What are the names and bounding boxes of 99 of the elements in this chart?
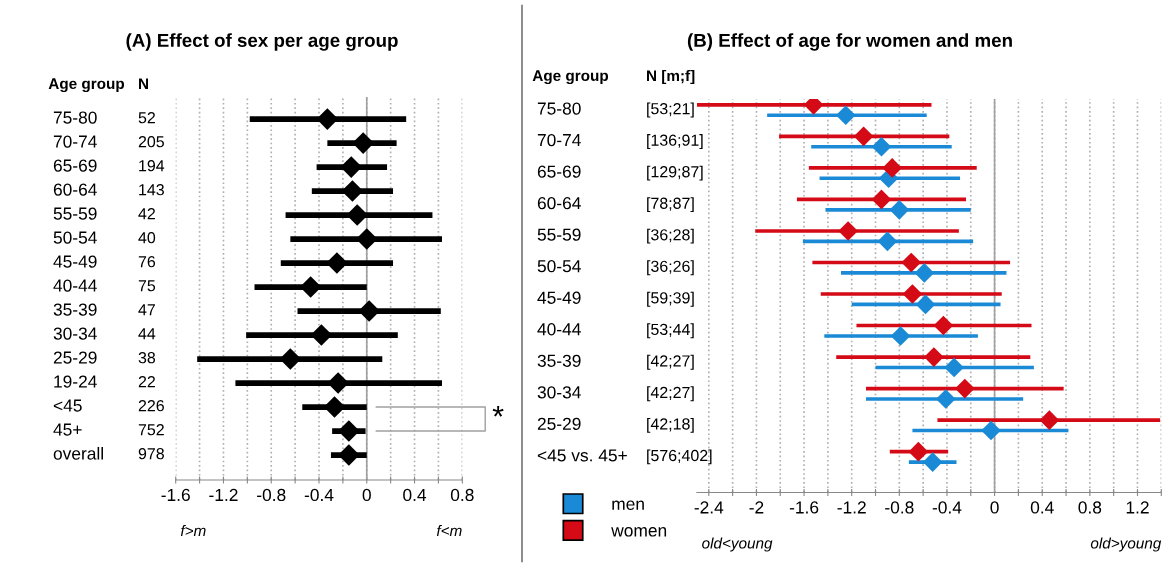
point bbox=[355, 228, 378, 250]
y-tick-label: 45-49 bbox=[53, 255, 97, 268]
y2-tick-label: [129;87] bbox=[647, 165, 703, 181]
y-tick-label: 40-44 bbox=[537, 323, 581, 336]
point bbox=[326, 252, 348, 274]
y-tick-label: 75-80 bbox=[53, 111, 97, 124]
point bbox=[338, 420, 360, 442]
y2-tick-label: 978 bbox=[138, 448, 164, 460]
text: old>young bbox=[1090, 537, 1162, 552]
point bbox=[279, 348, 302, 370]
y2-tick-label: 143 bbox=[139, 184, 164, 196]
x-tick-label: 0.4 bbox=[1030, 501, 1054, 514]
y2-tick-label: [53;21] bbox=[647, 102, 694, 118]
text: f>m bbox=[180, 524, 206, 536]
y2-tick-label: 75 bbox=[138, 280, 156, 292]
point bbox=[316, 108, 339, 130]
point bbox=[352, 132, 374, 154]
point bbox=[358, 300, 380, 322]
point bbox=[341, 180, 364, 202]
y-tick-label: 25-29 bbox=[53, 351, 97, 364]
y-tick-label: 40-44 bbox=[53, 279, 97, 292]
y2-tick-label: 44 bbox=[138, 328, 156, 340]
y-tick-label: 75-80 bbox=[537, 102, 581, 115]
y2-tick-label: 38 bbox=[138, 352, 156, 364]
y-tick-label: 30-34 bbox=[537, 386, 581, 399]
y2-tick-label: [36;28] bbox=[647, 228, 694, 244]
text: * bbox=[492, 405, 504, 417]
text: Age group bbox=[48, 78, 125, 93]
point bbox=[338, 444, 360, 466]
y-tick-label: 60-64 bbox=[53, 183, 97, 196]
y2-tick-label: [78;87] bbox=[647, 197, 694, 213]
y-tick-label: 35-39 bbox=[53, 303, 97, 316]
x-tick-label: 0 bbox=[362, 488, 371, 502]
y2-tick-label: [576;402] bbox=[647, 449, 712, 465]
x-tick-label: -2.4 bbox=[694, 501, 724, 514]
y2-tick-label: 52 bbox=[138, 112, 155, 124]
x-tick-label: 0.8 bbox=[450, 488, 474, 502]
y2-tick-label: 47 bbox=[138, 304, 155, 316]
x-tick-label: -0.4 bbox=[304, 488, 334, 502]
x-tick-label: 0 bbox=[990, 501, 999, 514]
y-tick-label: <45 bbox=[53, 399, 82, 412]
y-tick-label: 35-39 bbox=[537, 354, 581, 367]
text: old<young bbox=[702, 537, 773, 552]
text: f<m bbox=[436, 524, 462, 536]
text: N [m;f] bbox=[647, 69, 695, 85]
x-tick-label: -0.8 bbox=[257, 488, 286, 502]
x-tick-label: -1.6 bbox=[789, 501, 819, 514]
text: Age group bbox=[532, 70, 609, 85]
y2-tick-label: 76 bbox=[138, 256, 156, 268]
point bbox=[346, 204, 369, 226]
y-tick-label: 70-74 bbox=[537, 133, 581, 147]
x-tick-label: -2 bbox=[749, 501, 764, 514]
point bbox=[310, 324, 333, 346]
x-tick-label: -1.2 bbox=[209, 488, 238, 501]
x-tick-label: -0.4 bbox=[932, 501, 962, 514]
point bbox=[323, 396, 346, 418]
chart-title: (B) Effect of age for women and men bbox=[687, 33, 1012, 51]
point bbox=[340, 156, 363, 178]
y-tick-label: 45-49 bbox=[537, 291, 581, 304]
chart-title: (A) Effect of sex per age group bbox=[126, 33, 398, 51]
y-tick-label: 50-54 bbox=[537, 260, 581, 273]
y2-tick-label: 194 bbox=[139, 160, 165, 172]
y2-tick-label: [42;18] bbox=[647, 417, 694, 433]
y-tick-label: 70-74 bbox=[53, 135, 97, 148]
y2-tick-label: 40 bbox=[138, 232, 156, 244]
y-tick-label: 65-69 bbox=[537, 165, 581, 178]
y-tick-label: 50-54 bbox=[53, 231, 97, 244]
text: N bbox=[139, 78, 148, 89]
y2-tick-label: [59;39] bbox=[647, 291, 694, 307]
y2-tick-label: 42 bbox=[138, 208, 155, 220]
y-tick-label: <45 vs. 45+ bbox=[537, 449, 627, 462]
y2-tick-label: [53;44] bbox=[647, 323, 694, 339]
y-tick-label: 55-59 bbox=[537, 228, 581, 241]
y-tick-label: 25-29 bbox=[537, 417, 581, 430]
point bbox=[327, 372, 349, 394]
x-tick-label: -1.6 bbox=[161, 488, 190, 502]
x-tick-label: 1.2 bbox=[1126, 501, 1149, 514]
y2-tick-label: 752 bbox=[138, 424, 164, 436]
x-tick-label: 0.8 bbox=[1078, 501, 1102, 514]
y-tick-label: 60-64 bbox=[537, 196, 581, 210]
x-tick-label: -0.8 bbox=[885, 501, 914, 514]
point bbox=[299, 276, 322, 298]
y2-tick-label: [42;27] bbox=[647, 386, 694, 402]
y-tick-label: 55-59 bbox=[53, 207, 97, 220]
y2-tick-label: [136;91] bbox=[647, 134, 703, 150]
y2-tick-label: 205 bbox=[138, 136, 164, 148]
x-tick-label: -1.2 bbox=[837, 501, 866, 514]
x-tick-label: 0.4 bbox=[403, 488, 427, 502]
y2-tick-label: 22 bbox=[138, 376, 155, 388]
y-tick-label: 65-69 bbox=[53, 159, 97, 172]
y2-tick-label: [36;26] bbox=[647, 260, 694, 276]
y-tick-label: overall bbox=[53, 446, 103, 460]
legend-label: men bbox=[612, 500, 644, 510]
y-tick-label: 45+ bbox=[53, 423, 82, 436]
y2-tick-label: 226 bbox=[138, 400, 164, 412]
y-tick-label: 30-34 bbox=[53, 327, 97, 340]
legend-label: women bbox=[611, 527, 667, 537]
y-tick-label: 19-24 bbox=[54, 375, 97, 388]
y2-tick-label: [42;27] bbox=[647, 354, 694, 370]
